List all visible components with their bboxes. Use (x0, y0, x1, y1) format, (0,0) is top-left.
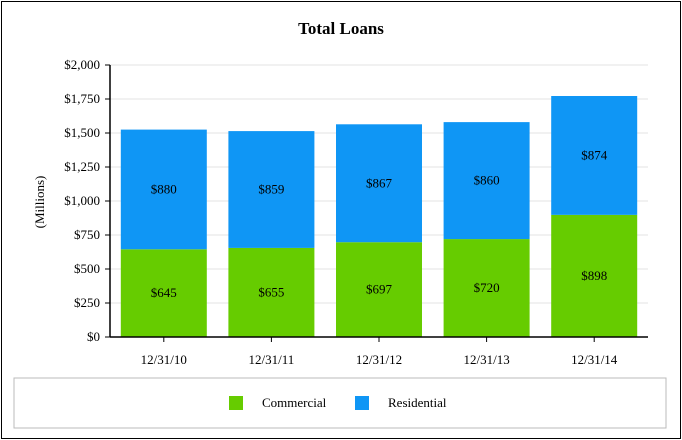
bar-commercial (336, 242, 422, 337)
bar-commercial (551, 214, 638, 337)
bar-residential (443, 122, 530, 240)
data-label: $860 (474, 173, 500, 188)
x-tick-labels: 12/31/10 12/31/11 12/31/12 12/31/13 12/31/14 (141, 337, 618, 367)
y-tick-label: $250 (74, 295, 100, 310)
y-tick-label: $1,750 (64, 91, 100, 106)
legend-swatch-commercial (229, 396, 243, 410)
bars (120, 96, 638, 337)
y-tick-label: $1,500 (64, 125, 100, 140)
x-tick-label: 12/31/12 (356, 352, 402, 367)
y-tick-label: $1,250 (64, 159, 100, 174)
y-tick-label: $1,000 (64, 193, 100, 208)
x-tick-label: 12/31/10 (141, 352, 187, 367)
legend-box (13, 377, 667, 429)
data-label: $898 (581, 268, 607, 283)
legend-swatch-residential (355, 396, 369, 410)
y-axis-title: (Millions) (32, 176, 47, 229)
bar-residential (336, 124, 422, 243)
bar-residential (551, 96, 638, 215)
x-tick-label: 12/31/14 (571, 352, 618, 367)
bar-commercial (228, 247, 315, 337)
bar-residential (228, 131, 315, 248)
legend-label-commercial: Commercial (262, 395, 327, 410)
data-label: $697 (366, 282, 393, 297)
data-label: $867 (366, 175, 393, 190)
data-label: $874 (581, 147, 608, 162)
data-label: $859 (258, 182, 284, 197)
y-tick-label: $0 (87, 329, 100, 344)
bar-residential (120, 129, 207, 250)
y-tick-labels: $0 $250 $500 $750 $1,000 $1,250 $1,500 $1,750 $2… (64, 57, 100, 344)
legend-label-residential: Residential (388, 395, 447, 410)
bar-commercial (443, 239, 530, 337)
chart-title: Total Loans (298, 19, 384, 38)
y-tick-label: $750 (74, 227, 100, 242)
x-tick-label: 12/31/13 (463, 352, 509, 367)
x-tick-label: 12/31/11 (249, 352, 295, 367)
data-label: $720 (474, 280, 500, 295)
bar-commercial (120, 249, 207, 337)
data-labels: $645 $880 $655 $859 $697 $867 $720 $860 $898 $874 (151, 147, 608, 300)
data-label: $655 (258, 284, 284, 299)
data-label: $645 (151, 285, 177, 300)
legend: Commercial Residential (13, 377, 667, 429)
data-label: $880 (151, 181, 177, 196)
y-tick-label: $500 (74, 261, 100, 276)
y-tick-label: $2,000 (64, 57, 100, 72)
